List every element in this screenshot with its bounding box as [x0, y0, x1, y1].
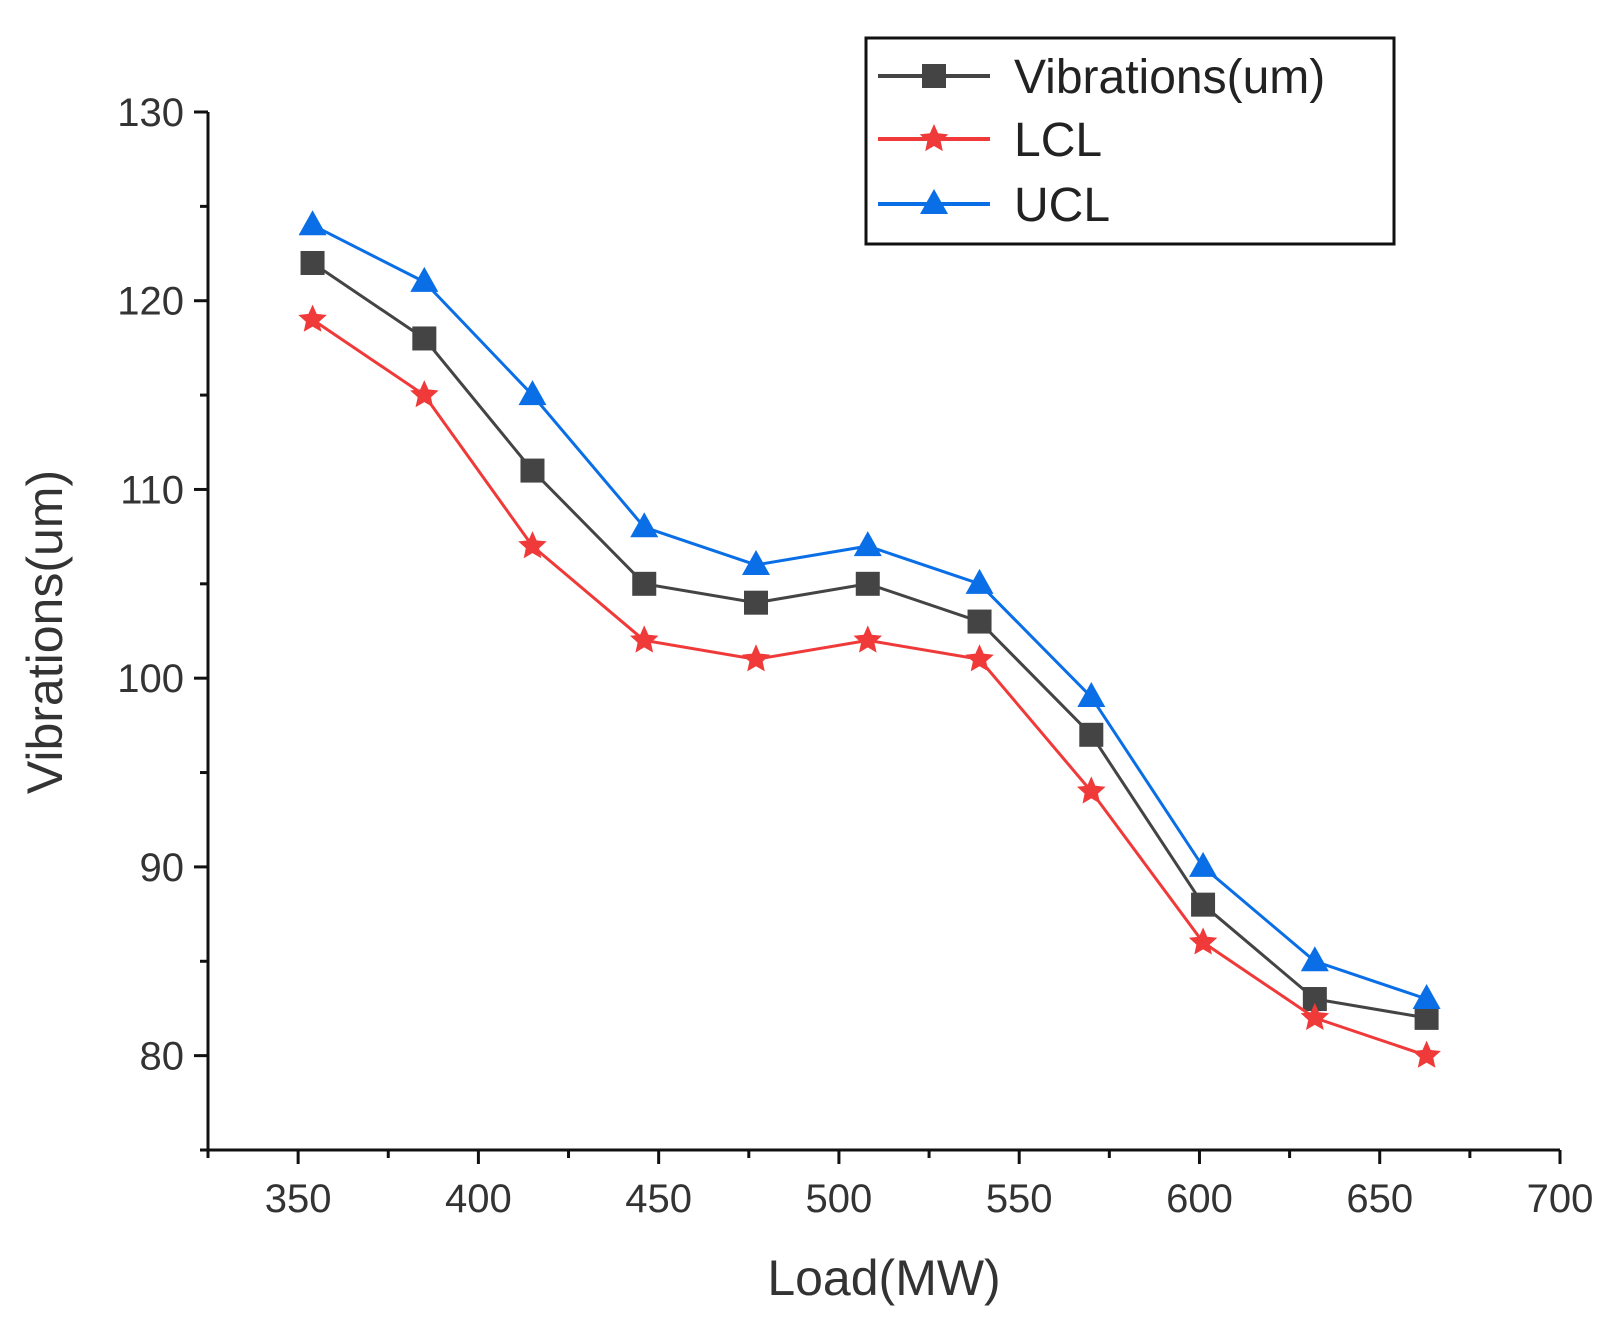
data-point-ucl: [1300, 946, 1329, 972]
legend-marker-lcl: [919, 124, 949, 152]
y-tick-label: 120: [117, 280, 184, 324]
data-point-vibrations-um: [1414, 1005, 1439, 1030]
data-point-lcl: [410, 380, 439, 408]
x-tick-label: 550: [986, 1177, 1053, 1221]
y-tick-label: 110: [120, 468, 184, 512]
series-vibrations-um: [300, 250, 1439, 1030]
legend-marker-vibrations-um: [922, 64, 946, 88]
legend-label-ucl: UCL: [1014, 179, 1110, 232]
data-point-ucl: [1077, 682, 1106, 708]
y-tick-label: 100: [117, 657, 184, 701]
data-point-vibrations-um: [300, 250, 325, 275]
x-tick-label: 600: [1166, 1177, 1233, 1221]
data-point-lcl: [741, 644, 771, 672]
data-point-lcl: [1300, 1002, 1330, 1030]
data-point-ucl: [1189, 851, 1218, 877]
data-point-lcl: [518, 531, 547, 559]
data-point-vibrations-um: [1079, 722, 1104, 747]
data-point-ucl: [853, 531, 882, 557]
data-point-vibrations-um: [967, 609, 992, 634]
data-point-lcl: [853, 625, 882, 653]
data-point-ucl: [742, 549, 771, 575]
data-point-ucl: [410, 266, 439, 292]
x-tick-label: 450: [625, 1177, 692, 1221]
x-tick-label: 650: [1346, 1177, 1413, 1221]
data-point-ucl: [518, 380, 547, 406]
y-tick-label: 80: [140, 1035, 185, 1079]
y-axis-title: Vibrations(um): [17, 470, 73, 794]
legend-label-lcl: LCL: [1014, 114, 1102, 167]
data-point-vibrations-um: [855, 571, 880, 596]
y-tick-label: 90: [140, 846, 185, 890]
x-axis-title: Load(MW): [767, 1250, 1000, 1306]
data-point-lcl: [630, 625, 659, 653]
data-point-vibrations-um: [1191, 892, 1216, 917]
data-point-ucl: [1412, 984, 1441, 1010]
legend: Vibrations(um) LCL UCL: [864, 36, 1396, 246]
x-tick-label: 700: [1527, 1177, 1594, 1221]
data-point-ucl: [298, 210, 327, 236]
x-tick-label: 400: [445, 1177, 512, 1221]
legend-label-vibrations-um: Vibrations(um): [1014, 51, 1325, 104]
series-ucl: [298, 210, 1441, 1010]
y-tick-label: 130: [117, 91, 184, 135]
axes: 80 90 100 110 120 130 350 400 450 500 550 600 650 70…: [117, 91, 1593, 1221]
data-point-vibrations-um: [632, 571, 657, 596]
data-point-lcl: [1188, 927, 1218, 955]
legend-items: Vibrations(um) LCL UCL: [878, 51, 1325, 232]
series-line-ucl: [311, 223, 1428, 1001]
data-point-lcl: [1412, 1040, 1441, 1068]
x-ticks: 350 400 450 500 550 600 650 700: [206, 1150, 1594, 1221]
legend-marker-ucl: [920, 189, 948, 214]
data-point-lcl: [965, 644, 994, 672]
data-point-ucl: [630, 512, 659, 538]
x-tick-label: 350: [265, 1177, 332, 1221]
data-point-vibrations-um: [744, 590, 769, 615]
series-lcl: [298, 304, 1441, 1068]
data-point-vibrations-um: [412, 326, 437, 351]
data-point-vibrations-um: [520, 458, 545, 483]
plot-series: [298, 210, 1441, 1068]
y-ticks: 80 90 100 110 120 130: [117, 91, 208, 1152]
data-point-lcl: [298, 304, 327, 332]
data-point-ucl: [965, 568, 994, 594]
x-tick-label: 500: [806, 1177, 873, 1221]
series-line-lcl: [311, 318, 1428, 1058]
data-point-lcl: [1077, 776, 1106, 804]
